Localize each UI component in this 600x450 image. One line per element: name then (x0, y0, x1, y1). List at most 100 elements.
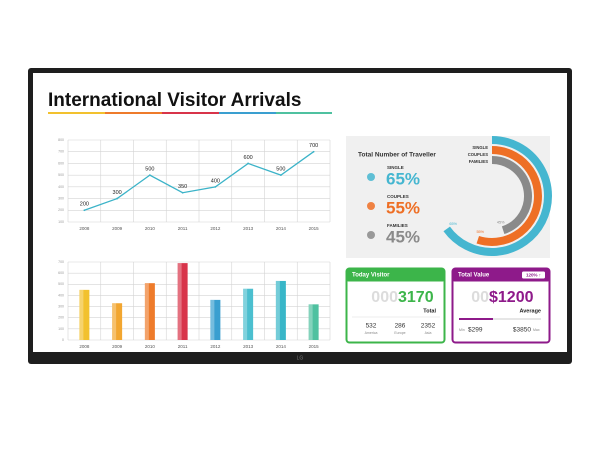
legend-value: 45% (386, 227, 420, 246)
y-tick-label: 700 (58, 150, 64, 154)
bar-highlight (112, 303, 117, 340)
max-label: Max (533, 328, 540, 332)
data-label: 500 (276, 167, 285, 173)
y-tick-label: 400 (58, 293, 64, 297)
arc-legend: SINGLE (472, 145, 488, 150)
min-value: $299 (468, 327, 483, 334)
value-prefix: 00 (471, 289, 489, 306)
today-visitor-card: Today Visitor 000 3170 Total 532 America… (345, 267, 446, 344)
line-point (279, 174, 282, 177)
min-label: Min (459, 328, 465, 332)
data-label: 700 (309, 143, 318, 149)
x-tick-label: 2014 (276, 344, 287, 349)
data-label: 400 (211, 178, 220, 184)
bar (79, 289, 90, 340)
legend-icon (367, 231, 375, 239)
legend-name: SINGLE (387, 165, 404, 170)
max-value: $3850 (513, 327, 531, 334)
card-value: $1200 (489, 289, 534, 306)
x-tick-label: 2009 (112, 344, 123, 349)
card-badge: 120% ↑ (526, 272, 541, 277)
legend-value: 55% (386, 198, 420, 217)
card-label: Average (519, 308, 541, 314)
bar-highlight (275, 280, 280, 340)
progress-track (459, 318, 541, 320)
legend-value: 65% (386, 169, 420, 188)
bar (144, 283, 155, 340)
y-tick-label: 600 (58, 271, 64, 275)
x-tick-label: 2015 (309, 226, 320, 231)
bar-highlight (144, 283, 149, 340)
progress-fill (459, 318, 493, 320)
y-tick-label: 500 (58, 173, 64, 177)
legend-name: FAMILIES (387, 223, 408, 228)
y-tick-label: 800 (58, 138, 64, 142)
data-label: 350 (178, 184, 187, 190)
arc-label: 55% (476, 230, 484, 234)
data-label: 600 (244, 155, 253, 161)
donut-arc (491, 156, 532, 235)
y-tick-label: 0 (62, 338, 64, 342)
bar-highlight (308, 304, 313, 340)
bar (308, 304, 319, 340)
x-tick-label: 2010 (145, 226, 156, 231)
line-point (148, 174, 151, 177)
arc-legend: FAMILIES (469, 159, 489, 164)
total-value-card: Total Value 120% ↑ 00 $1200 Average Min … (451, 267, 551, 344)
page-title: International Visitor Arrivals (48, 90, 301, 111)
line-point (247, 162, 250, 165)
region-label: Europe (394, 331, 405, 335)
card-title: Total Value (458, 273, 490, 279)
y-tick-label: 200 (58, 208, 64, 212)
legend-icon (367, 202, 375, 210)
bar-highlight (210, 299, 215, 340)
y-tick-label: 400 (58, 185, 64, 189)
x-tick-label: 2014 (276, 226, 287, 231)
y-tick-label: 300 (58, 196, 64, 200)
data-label: 500 (145, 167, 154, 173)
region-value: 532 (366, 323, 377, 330)
legend-icon (367, 173, 375, 181)
y-tick-label: 500 (58, 282, 64, 286)
x-tick-label: 2015 (309, 344, 320, 349)
line-point (312, 150, 315, 153)
bar (177, 263, 188, 340)
x-tick-label: 2012 (210, 344, 221, 349)
line-point (214, 185, 217, 188)
region-label: America (365, 331, 378, 335)
x-tick-label: 2013 (243, 226, 254, 231)
brand-logo: LG (297, 355, 304, 361)
region-value: 286 (395, 323, 406, 330)
card-title: Today Visitor (352, 273, 390, 279)
line-point (181, 191, 184, 194)
value-prefix: 000 (371, 289, 398, 306)
data-label: 200 (80, 202, 89, 208)
donut-arc (476, 146, 542, 246)
line-point (116, 197, 119, 200)
x-tick-label: 2013 (243, 344, 254, 349)
y-tick-label: 600 (58, 161, 64, 165)
bar-highlight (79, 289, 84, 340)
x-tick-label: 2011 (178, 344, 188, 349)
line-series (84, 151, 315, 211)
x-tick-label: 2008 (79, 226, 90, 231)
x-tick-label: 2009 (112, 226, 123, 231)
bar (243, 288, 254, 340)
card-value: 3170 (398, 289, 434, 306)
x-tick-label: 2011 (178, 226, 188, 231)
bar (275, 280, 286, 340)
x-tick-label: 2008 (79, 344, 90, 349)
x-tick-label: 2012 (210, 226, 221, 231)
bar-highlight (243, 288, 248, 340)
arc-label: 65% (449, 222, 457, 226)
region-label: Asia (425, 331, 432, 335)
donut-arc (443, 136, 552, 256)
y-tick-label: 300 (58, 304, 64, 308)
y-tick-label: 700 (58, 260, 64, 264)
region-value: 2352 (421, 323, 436, 330)
x-tick-label: 2010 (145, 344, 156, 349)
card-label: Total (423, 308, 436, 314)
bar (210, 299, 221, 340)
line-point (83, 209, 86, 212)
